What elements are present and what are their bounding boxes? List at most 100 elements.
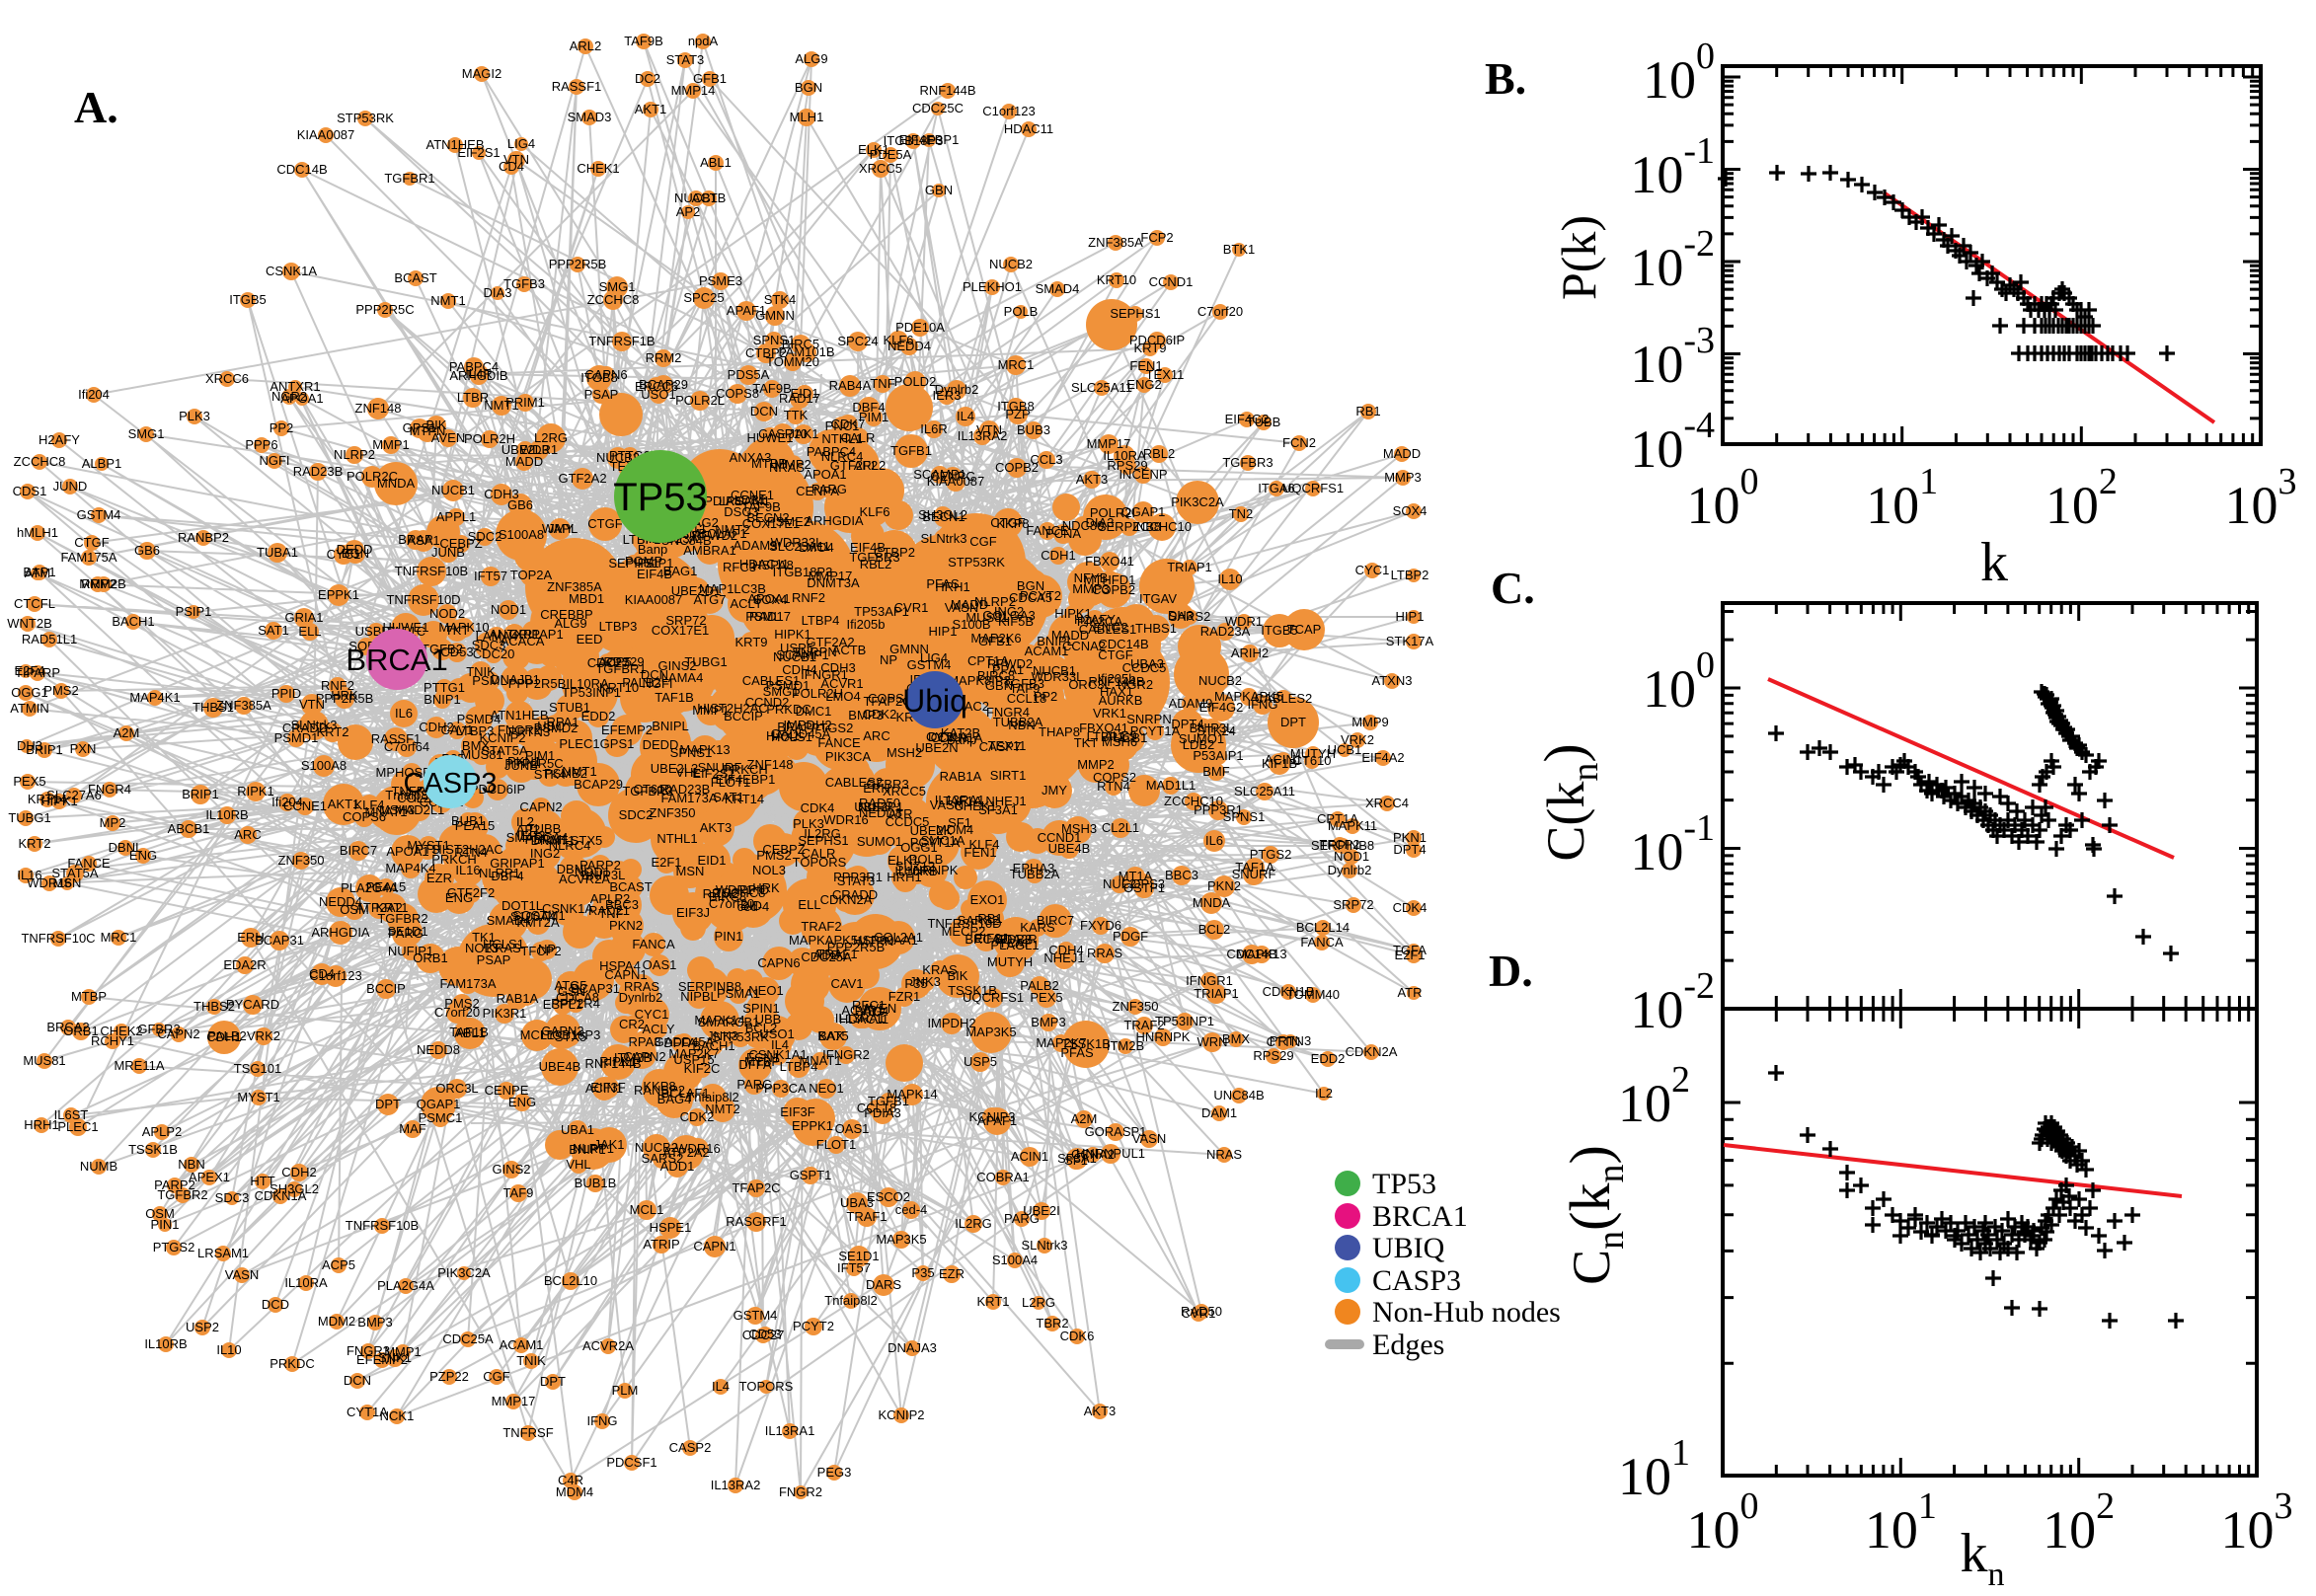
svg-text:MAPK10: MAPK10 <box>438 620 489 635</box>
svg-text:FNGR4: FNGR4 <box>88 782 131 797</box>
svg-text:MAD1L1: MAD1L1 <box>1146 778 1197 793</box>
svg-text:RAD23B: RAD23B <box>293 464 344 479</box>
svg-text:XRCC4: XRCC4 <box>1365 796 1409 810</box>
svg-text:SUMO1: SUMO1 <box>857 834 902 849</box>
svg-text:LTBP4: LTBP4 <box>802 613 840 628</box>
svg-text:PSAP: PSAP <box>584 387 619 402</box>
svg-text:SLC25A11: SLC25A11 <box>1234 784 1295 798</box>
svg-text:TSG101: TSG101 <box>234 1061 281 1076</box>
svg-text:TOPORS: TOPORS <box>793 855 847 870</box>
svg-text:ABCB1: ABCB1 <box>168 821 210 836</box>
svg-text:NRAS: NRAS <box>769 460 805 475</box>
svg-text:SERPINB8: SERPINB8 <box>1098 519 1161 534</box>
svg-text:BCL2L14: BCL2L14 <box>1296 920 1350 935</box>
svg-text:NGFI: NGFI <box>642 676 672 691</box>
svg-text:PLA2G4A: PLA2G4A <box>377 1278 434 1293</box>
svg-text:CASP3: CASP3 <box>403 768 497 799</box>
svg-text:NEDD4: NEDD4 <box>888 339 931 353</box>
svg-text:JAK1: JAK1 <box>788 426 818 441</box>
svg-text:KRT2: KRT2 <box>19 836 51 851</box>
svg-text:MMP17: MMP17 <box>1087 436 1131 451</box>
svg-text:CVR1: CVR1 <box>894 600 929 615</box>
svg-text:SOX4: SOX4 <box>1393 503 1428 518</box>
svg-text:PIM1: PIM1 <box>859 410 888 424</box>
svg-text:TRAF1: TRAF1 <box>846 1209 887 1224</box>
svg-text:USP15: USP15 <box>673 1052 714 1067</box>
svg-text:FBXO41: FBXO41 <box>1085 554 1134 569</box>
svg-text:MCL1: MCL1 <box>630 1202 664 1217</box>
svg-text:DPT: DPT <box>540 1374 566 1389</box>
svg-text:THBS1: THBS1 <box>193 700 234 715</box>
svg-text:ARHGDIA: ARHGDIA <box>805 513 864 528</box>
svg-text:PCYT1A: PCYT1A <box>1130 723 1181 738</box>
svg-text:ARC: ARC <box>863 728 889 743</box>
svg-text:VTN: VTN <box>503 152 529 167</box>
svg-text:SEPHS1: SEPHS1 <box>608 556 658 570</box>
svg-text:NUCB1: NUCB1 <box>773 649 816 664</box>
svg-text:SEPHS1: SEPHS1 <box>1110 306 1160 321</box>
svg-text:ALBP1: ALBP1 <box>82 456 121 471</box>
svg-text:CD53: CD53 <box>748 1327 781 1341</box>
svg-text:EPPK1: EPPK1 <box>318 587 359 602</box>
svg-text:Non-Hub nodes: Non-Hub nodes <box>1372 1296 1561 1329</box>
svg-text:NMT1: NMT1 <box>430 293 465 308</box>
svg-text:BNIPL: BNIPL <box>652 719 689 733</box>
svg-text:CDK4: CDK4 <box>801 800 835 815</box>
svg-text:HSPE1: HSPE1 <box>650 1220 692 1235</box>
svg-text:ZNF350: ZNF350 <box>278 853 325 868</box>
svg-text:ARC: ARC <box>234 827 261 842</box>
svg-text:PIK3C2A: PIK3C2A <box>1171 494 1224 509</box>
svg-text:ALG9: ALG9 <box>795 51 827 66</box>
svg-text:PPP6: PPP6 <box>245 437 277 452</box>
svg-text:CDC25A: CDC25A <box>801 950 852 964</box>
svg-text:TAF9: TAF9 <box>503 1185 534 1200</box>
svg-text:TGFBR1: TGFBR1 <box>595 661 646 676</box>
svg-text:PIN1: PIN1 <box>715 929 743 944</box>
svg-text:SARS2: SARS2 <box>642 1151 684 1166</box>
svg-text:PTGS2: PTGS2 <box>1250 847 1292 862</box>
svg-text:npdA: npdA <box>688 34 719 48</box>
svg-text:CT610: CT610 <box>633 782 671 797</box>
svg-text:SUMO1: SUMO1 <box>1179 731 1224 746</box>
svg-text:C1orf123: C1orf123 <box>982 104 1035 118</box>
svg-text:APPL1: APPL1 <box>436 509 476 524</box>
svg-text:STX5: STX5 <box>555 1029 587 1044</box>
svg-text:SLC25A11: SLC25A11 <box>1071 380 1132 395</box>
svg-text:PRTN3: PRTN3 <box>1270 1033 1311 1048</box>
svg-text:SPNS1: SPNS1 <box>753 333 796 347</box>
svg-text:UBE2L3: UBE2L3 <box>651 761 698 776</box>
svg-text:PMS2: PMS2 <box>756 848 791 863</box>
svg-text:NTHL1: NTHL1 <box>656 831 697 846</box>
svg-text:NRAS: NRAS <box>1206 1147 1242 1162</box>
svg-text:HRK: HRK <box>752 880 780 895</box>
svg-text:PP2: PP2 <box>270 420 294 435</box>
svg-text:MSH3: MSH3 <box>1061 821 1097 836</box>
svg-text:ACVR2A: ACVR2A <box>582 1338 634 1353</box>
svg-text:PSIP1: PSIP1 <box>176 604 212 619</box>
svg-text:GORASP1: GORASP1 <box>1085 1124 1147 1139</box>
svg-text:VTN: VTN <box>976 422 1002 437</box>
svg-text:TGFA: TGFA <box>1393 943 1427 957</box>
svg-text:BCCIP: BCCIP <box>366 981 406 996</box>
svg-text:LIG4: LIG4 <box>920 650 948 665</box>
svg-text:PRKDC: PRKDC <box>766 702 811 717</box>
svg-text:OAS1: OAS1 <box>643 957 677 972</box>
svg-text:NFYB: NFYB <box>1074 570 1109 585</box>
svg-text:MDM2: MDM2 <box>318 1314 355 1329</box>
svg-text:MAP2K6: MAP2K6 <box>970 631 1021 646</box>
svg-text:CDS1: CDS1 <box>13 484 47 498</box>
svg-text:A.: A. <box>74 82 118 132</box>
svg-text:JNK3: JNK3 <box>909 974 941 989</box>
svg-text:GPS1: GPS1 <box>600 736 635 751</box>
svg-text:HSPA4: HSPA4 <box>599 958 641 973</box>
svg-text:ACIN1: ACIN1 <box>1011 1149 1048 1164</box>
svg-text:PSML: PSML <box>472 673 506 688</box>
svg-text:CDC25C: CDC25C <box>912 101 964 115</box>
svg-text:UBE4B: UBE4B <box>539 1059 581 1074</box>
svg-text:GFB1: GFB1 <box>693 71 727 86</box>
svg-text:CDH3: CDH3 <box>820 660 855 675</box>
svg-text:S100A4: S100A4 <box>992 1253 1038 1267</box>
svg-text:NOL3: NOL3 <box>465 941 499 955</box>
svg-text:RPS29: RPS29 <box>1107 458 1147 473</box>
svg-text:QGAP1: QGAP1 <box>1121 504 1166 519</box>
